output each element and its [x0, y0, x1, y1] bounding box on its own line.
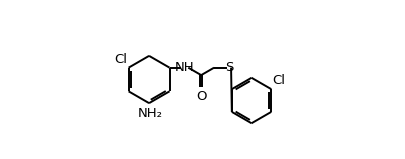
Text: O: O: [196, 90, 207, 103]
Text: Cl: Cl: [272, 74, 285, 87]
Text: NH₂: NH₂: [137, 107, 162, 120]
Text: Cl: Cl: [115, 53, 128, 66]
Text: S: S: [225, 61, 233, 74]
Text: NH: NH: [175, 61, 194, 74]
